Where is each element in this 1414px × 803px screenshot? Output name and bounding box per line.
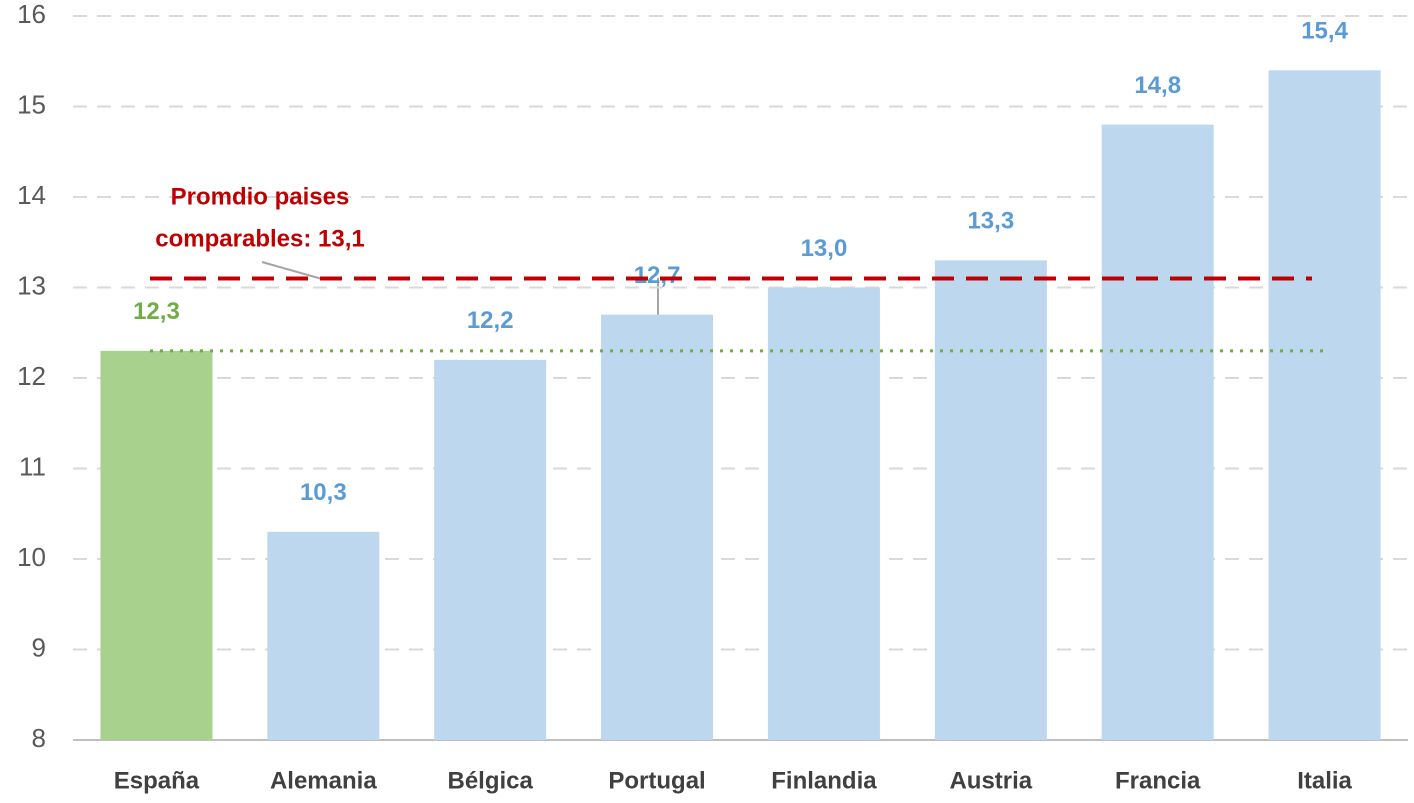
bar xyxy=(934,260,1047,740)
x-tick-label: Italia xyxy=(1297,767,1352,794)
x-tick-label: Alemania xyxy=(270,767,377,794)
annotation: Promdio paises xyxy=(171,183,350,210)
x-tick-label: Finlandia xyxy=(771,767,877,794)
y-tick-label: 12 xyxy=(17,361,46,391)
value-label: 13,0 xyxy=(801,235,848,262)
y-tick-label: 9 xyxy=(32,632,46,662)
x-tick-label: Bélgica xyxy=(448,767,534,794)
y-tick-label: 10 xyxy=(17,542,46,572)
bar xyxy=(601,314,714,740)
bar xyxy=(267,531,380,740)
y-tick-label: 11 xyxy=(19,451,46,481)
annotation: comparables: 13,1 xyxy=(155,225,364,252)
x-tick-label: España xyxy=(114,767,200,794)
value-label: 13,3 xyxy=(967,208,1014,235)
value-label: 14,8 xyxy=(1134,72,1181,99)
y-tick-label: 16 xyxy=(17,0,46,29)
value-label: 12,2 xyxy=(467,307,514,334)
bar xyxy=(434,359,547,740)
y-tick-label: 15 xyxy=(17,89,46,119)
y-tick-label: 8 xyxy=(32,723,46,753)
value-label: 12,3 xyxy=(133,298,180,325)
value-label: 10,3 xyxy=(300,479,347,506)
y-tick-label: 14 xyxy=(17,180,46,210)
x-tick-label: Austria xyxy=(949,767,1032,794)
value-label: 12,7 xyxy=(634,262,681,289)
bar xyxy=(767,287,880,740)
y-tick-label: 13 xyxy=(17,270,46,300)
x-tick-label: Francia xyxy=(1115,767,1201,794)
bar xyxy=(1268,70,1381,741)
bar xyxy=(100,350,213,740)
annotation-leader xyxy=(261,261,323,280)
x-tick-label: Portugal xyxy=(608,767,705,794)
bar xyxy=(1101,124,1214,741)
value-label: 15,4 xyxy=(1301,18,1348,45)
